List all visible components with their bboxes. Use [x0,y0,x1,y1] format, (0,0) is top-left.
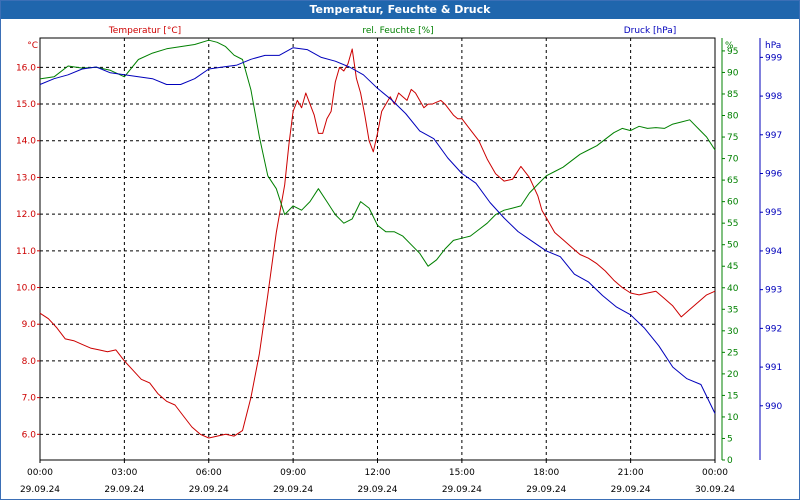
temperature-tick-label: 6.0 [22,430,37,440]
humidity-tick-label: 85 [727,90,738,100]
humidity-tick-label: 45 [727,262,738,272]
pressure-tick-label: 998 [765,92,782,102]
humidity-tick-label: 40 [727,284,739,294]
x-tick-time: 00:00 [702,468,728,478]
pressure-tick-label: 997 [765,131,782,141]
pressure-tick-label: 995 [765,208,782,218]
temperature-tick-label: 13.0 [16,173,36,183]
x-tick-time: 12:00 [365,468,391,478]
legend-temperature: Temperatur [°C] [108,26,181,36]
legend-humidity: rel. Feuchte [%] [362,26,433,36]
temperature-tick-label: 10.0 [16,284,36,294]
humidity-tick-label: 50 [727,241,739,251]
legend-pressure: Druck [hPa] [624,26,677,36]
humidity-tick-label: 5 [727,434,733,444]
humidity-tick-label: 25 [727,348,738,358]
pressure-line [39,47,716,414]
humidity-tick-label: 75 [727,133,738,143]
humidity-tick-label: 90 [727,68,739,78]
temperature-tick-label: 14.0 [16,137,36,147]
x-tick-time: 03:00 [111,468,137,478]
humidity-tick-label: 95 [727,47,738,57]
pressure-tick-label: 991 [765,363,782,373]
humidity-tick-label: 35 [727,305,738,315]
pressure-tick-label: 999 [765,53,782,63]
humidity-tick-label: 15 [727,391,738,401]
x-tick-date: 29.09.24 [611,485,651,495]
humidity-tick-label: 10 [727,413,739,423]
x-tick-date: 29.09.24 [273,485,313,495]
humidity-tick-label: 65 [727,176,738,186]
grid [40,38,715,460]
humidity-line [39,39,716,267]
temperature-tick-label: 11.0 [16,247,36,257]
temperature-tick-label: 16.0 [16,63,36,73]
humidity-tick-label: 70 [727,155,739,165]
x-tick-date: 29.09.24 [442,485,482,495]
humidity-tick-label: 0 [727,456,733,466]
window-title: Temperatur, Feuchte & Druck [1,1,799,19]
x-tick-time: 21:00 [618,468,644,478]
pressure-tick-label: 996 [765,170,782,180]
temperature-line [39,48,716,439]
axes: 00:00 29.09.24 03:00 29.09.24 06:00 29.09.24 0… [16,38,782,495]
x-tick-time: 18:00 [533,468,559,478]
humidity-tick-label: 30 [727,327,739,337]
pressure-unit-label: hPa [765,41,781,51]
humidity-tick-label: 20 [727,370,739,380]
x-tick-date: 29.09.24 [526,485,566,495]
x-tick-time: 15:00 [449,468,475,478]
pressure-tick-label: 990 [765,402,782,412]
humidity-unit-label: % [725,41,734,51]
temperature-tick-label: 8.0 [22,357,37,367]
x-tick-time: 00:00 [27,468,53,478]
pressure-tick-label: 993 [765,286,782,296]
x-tick-date: 29.09.24 [357,485,397,495]
temperature-tick-label: 12.0 [16,210,36,220]
x-tick-date: 30.09.24 [695,485,735,495]
x-tick-date: 29.09.24 [20,485,60,495]
pressure-tick-label: 992 [765,324,782,334]
pressure-tick-label: 994 [765,247,782,257]
series-lines [39,39,716,439]
humidity-tick-label: 55 [727,219,738,229]
humidity-tick-label: 60 [727,198,739,208]
x-tick-time: 06:00 [196,468,222,478]
humidity-tick-label: 80 [727,112,739,122]
temperature-tick-label: 15.0 [16,100,36,110]
x-tick-date: 29.09.24 [104,485,144,495]
temperature-unit-label: °C [27,41,38,51]
temperature-tick-label: 7.0 [22,394,37,404]
temperature-tick-label: 9.0 [22,320,37,330]
x-tick-time: 09:00 [280,468,306,478]
x-tick-date: 29.09.24 [189,485,229,495]
